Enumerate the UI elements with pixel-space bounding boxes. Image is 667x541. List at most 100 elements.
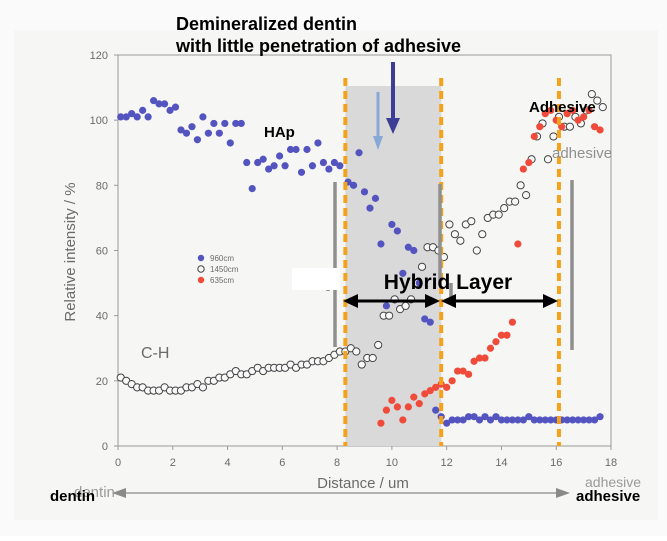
point-1450cm bbox=[417, 262, 427, 271]
point-960cm bbox=[336, 162, 344, 170]
point-635cm bbox=[470, 357, 478, 365]
point-960cm bbox=[585, 416, 593, 424]
point-1450cm bbox=[565, 122, 575, 131]
y-tick-label: 120 bbox=[90, 50, 108, 62]
point-1450cm bbox=[511, 197, 520, 206]
x-tick-label: 12 bbox=[441, 457, 453, 469]
x-tick-label: 14 bbox=[495, 457, 507, 469]
point-635cm bbox=[464, 370, 473, 378]
point-960cm bbox=[360, 188, 369, 196]
point-635cm bbox=[492, 338, 500, 346]
hybrid-arrow-left-head-l bbox=[343, 294, 358, 308]
point-960cm bbox=[221, 119, 229, 128]
point-960cm bbox=[547, 416, 555, 424]
point-1450cm bbox=[401, 301, 410, 310]
point-635cm bbox=[399, 416, 407, 424]
point-960cm bbox=[303, 145, 311, 154]
x-tick-label: 2 bbox=[170, 457, 176, 469]
point-960cm bbox=[155, 100, 163, 108]
point-960cm bbox=[503, 416, 511, 424]
point-1450cm bbox=[472, 246, 481, 255]
point-635cm bbox=[508, 318, 516, 326]
hap-label: HAp bbox=[264, 124, 295, 141]
point-635cm bbox=[454, 367, 462, 375]
point-1450cm bbox=[374, 340, 383, 350]
point-960cm bbox=[188, 123, 196, 131]
point-960cm bbox=[410, 246, 418, 255]
point-960cm bbox=[160, 100, 169, 108]
point-635cm bbox=[585, 106, 593, 114]
point-960cm bbox=[404, 243, 412, 251]
bottom-arrow-head-left bbox=[112, 488, 126, 498]
point-960cm bbox=[286, 145, 295, 154]
point-960cm bbox=[355, 149, 363, 157]
point-635cm bbox=[443, 383, 451, 391]
point-960cm bbox=[122, 113, 130, 121]
point-635cm bbox=[410, 393, 418, 401]
y-tick-label: 100 bbox=[90, 115, 108, 127]
x-axis-label: Distance / um bbox=[317, 475, 409, 492]
point-1450cm bbox=[593, 96, 602, 105]
point-960cm bbox=[459, 416, 467, 424]
hybrid-arrow-right-head-r bbox=[543, 294, 558, 308]
point-635cm bbox=[382, 406, 391, 414]
point-960cm bbox=[265, 165, 273, 173]
point-960cm bbox=[525, 413, 533, 421]
point-960cm bbox=[281, 162, 289, 170]
point-1450cm bbox=[543, 155, 553, 164]
point-960cm bbox=[514, 416, 522, 424]
adhesive-faded-label: adhesive bbox=[552, 145, 612, 162]
point-960cm bbox=[292, 145, 300, 154]
hybrid-arrow-right-head-l bbox=[441, 294, 456, 308]
legend-marker-635 bbox=[197, 276, 205, 284]
y-tick-label: 40 bbox=[96, 311, 108, 323]
point-960cm bbox=[382, 302, 391, 310]
point-635cm bbox=[497, 331, 506, 339]
point-960cm bbox=[486, 416, 495, 424]
point-1450cm bbox=[357, 360, 366, 369]
point-960cm bbox=[150, 97, 158, 105]
point-635cm bbox=[388, 396, 396, 404]
point-635cm bbox=[404, 403, 412, 411]
point-1450cm bbox=[456, 236, 465, 245]
point-960cm bbox=[128, 110, 136, 118]
point-635cm bbox=[377, 419, 385, 427]
point-635cm bbox=[563, 110, 571, 118]
point-635cm bbox=[574, 116, 582, 124]
point-960cm bbox=[519, 416, 527, 424]
adhesive-top-label: Adhesive bbox=[529, 99, 596, 116]
point-960cm bbox=[259, 155, 267, 163]
point-1450cm bbox=[198, 383, 208, 392]
arrow-light-head bbox=[373, 136, 383, 150]
point-960cm bbox=[393, 227, 401, 235]
point-960cm bbox=[226, 139, 234, 147]
point-635cm bbox=[580, 113, 588, 121]
hybrid-layer-arrows bbox=[343, 294, 558, 308]
point-1450cm bbox=[516, 181, 525, 190]
point-635cm bbox=[547, 106, 555, 114]
legend: 960cm 1450cm 635cm bbox=[197, 254, 239, 285]
point-960cm bbox=[580, 416, 588, 424]
legend-marker-960 bbox=[197, 254, 205, 262]
point-960cm bbox=[508, 416, 516, 424]
x-tick-label: 6 bbox=[279, 457, 285, 469]
point-960cm bbox=[171, 103, 180, 111]
point-960cm bbox=[536, 416, 544, 424]
point-960cm bbox=[204, 129, 212, 137]
x-tick-label: 8 bbox=[334, 457, 340, 469]
y-tick-label: 0 bbox=[102, 441, 108, 453]
point-960cm bbox=[193, 136, 202, 144]
point-960cm bbox=[319, 158, 328, 167]
point-1450cm bbox=[500, 204, 509, 213]
point-960cm bbox=[182, 129, 191, 137]
y-axis-label: Relative intensity / % bbox=[62, 182, 79, 321]
point-960cm bbox=[275, 152, 284, 160]
point-960cm bbox=[232, 119, 240, 128]
x-tick-label: 0 bbox=[115, 457, 121, 469]
point-960cm bbox=[144, 113, 152, 121]
point-1450cm bbox=[549, 132, 558, 141]
point-1450cm bbox=[445, 220, 454, 229]
arrow-dark-head bbox=[386, 118, 400, 134]
point-635cm bbox=[459, 367, 467, 375]
